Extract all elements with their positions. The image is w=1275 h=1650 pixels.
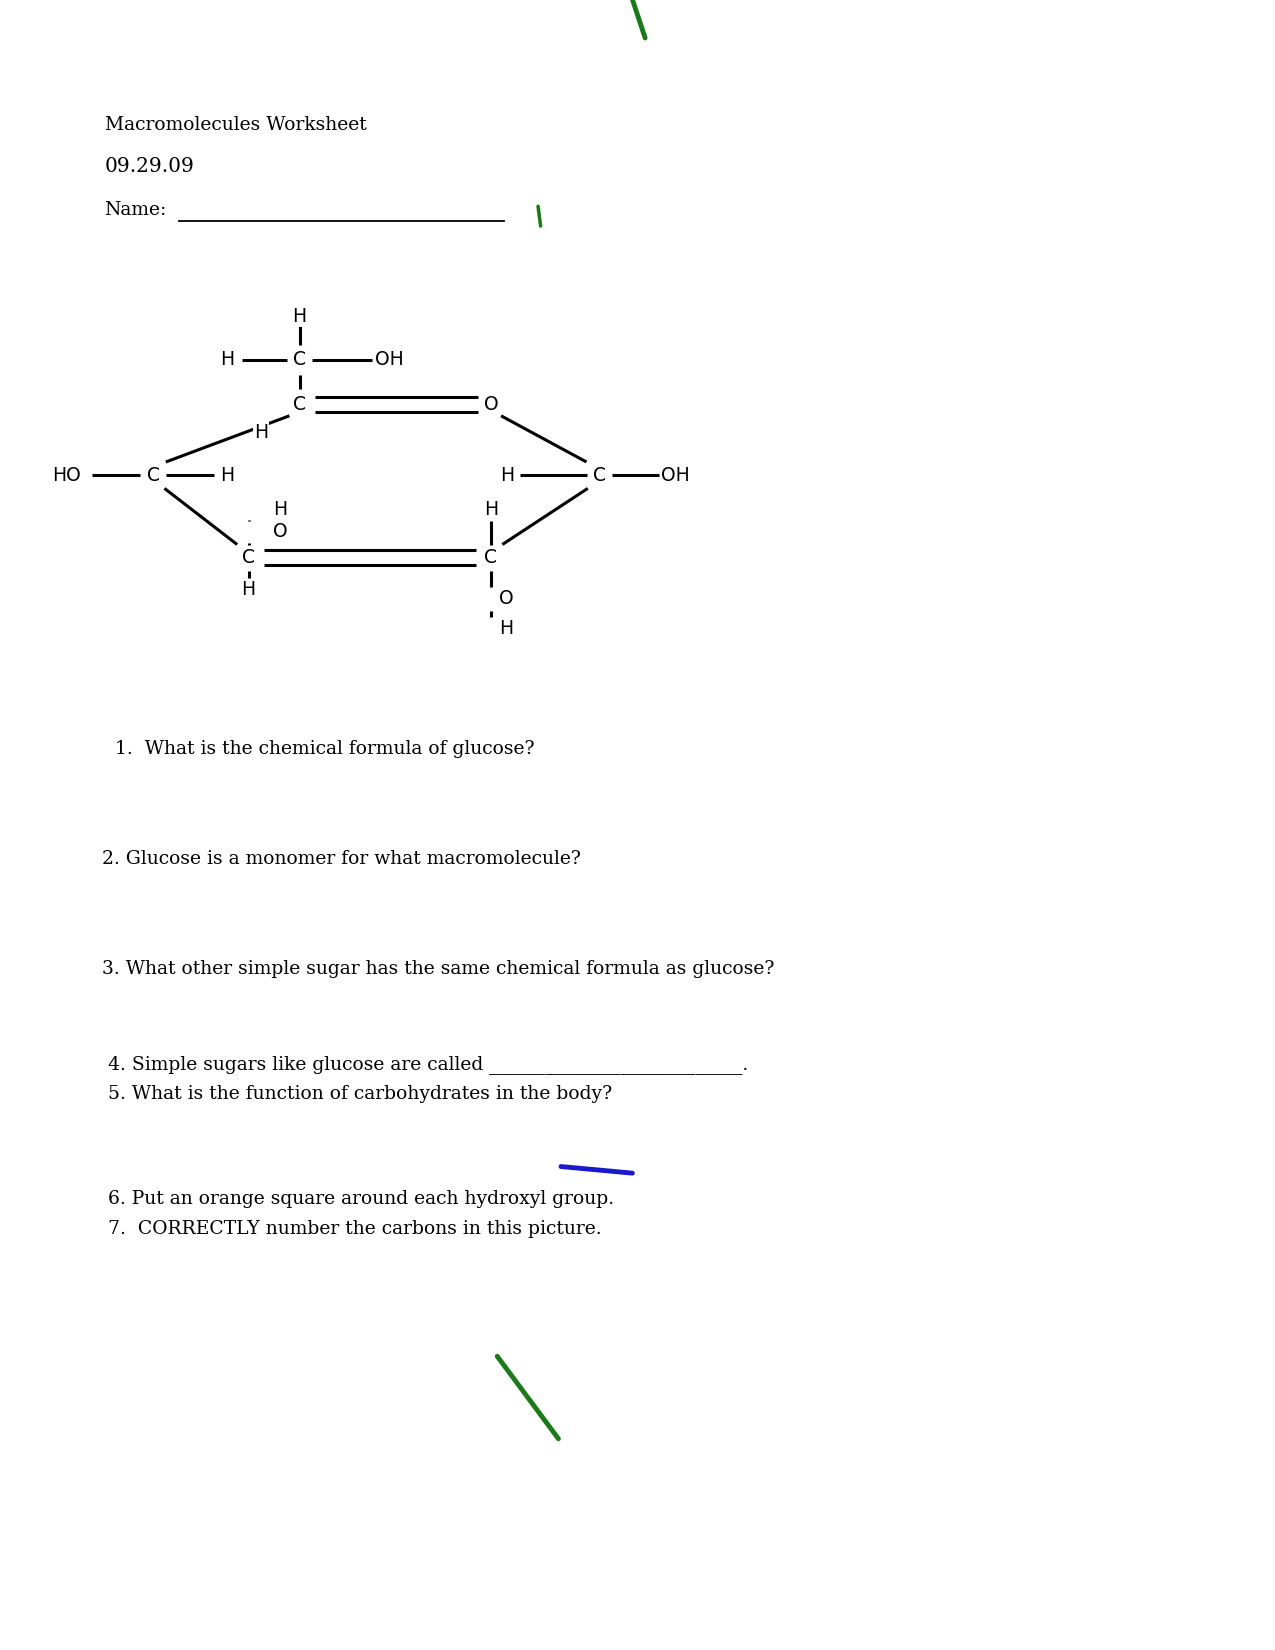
Text: H: H bbox=[273, 500, 288, 520]
Text: —: — bbox=[260, 351, 279, 368]
Text: O: O bbox=[499, 589, 514, 609]
Text: H: H bbox=[241, 579, 256, 599]
Text: 6. Put an orange square around each hydroxyl group.: 6. Put an orange square around each hydr… bbox=[108, 1190, 615, 1208]
Text: OH: OH bbox=[375, 350, 403, 370]
Text: C: C bbox=[293, 350, 306, 370]
Text: OH: OH bbox=[662, 465, 690, 485]
Text: HO: HO bbox=[52, 465, 80, 485]
Text: C: C bbox=[484, 548, 497, 568]
Text: —: — bbox=[185, 467, 203, 483]
Text: —: — bbox=[632, 467, 650, 483]
Text: H: H bbox=[292, 307, 307, 327]
Text: H: H bbox=[500, 465, 515, 485]
Text: —: — bbox=[116, 467, 134, 483]
Text: Macromolecules Worksheet: Macromolecules Worksheet bbox=[105, 116, 366, 134]
Text: C: C bbox=[242, 548, 255, 568]
Text: —: — bbox=[333, 351, 351, 368]
Text: O: O bbox=[273, 521, 288, 541]
Text: H: H bbox=[483, 500, 499, 520]
Text: H: H bbox=[499, 619, 514, 639]
Text: 1.  What is the chemical formula of glucose?: 1. What is the chemical formula of gluco… bbox=[115, 739, 534, 757]
Text: 4. Simple sugars like glucose are called ___________________________.: 4. Simple sugars like glucose are called… bbox=[108, 1054, 748, 1074]
Text: 7.  CORRECTLY number the carbons in this picture.: 7. CORRECTLY number the carbons in this … bbox=[108, 1219, 602, 1238]
Text: C: C bbox=[593, 465, 606, 485]
Text: —: — bbox=[541, 467, 558, 483]
Text: Name:: Name: bbox=[105, 201, 167, 219]
Text: O: O bbox=[483, 394, 499, 414]
Text: 5. What is the function of carbohydrates in the body?: 5. What is the function of carbohydrates… bbox=[108, 1086, 612, 1104]
Text: 3. What other simple sugar has the same chemical formula as glucose?: 3. What other simple sugar has the same … bbox=[102, 960, 774, 978]
Text: C: C bbox=[293, 394, 306, 414]
Text: 09.29.09: 09.29.09 bbox=[105, 157, 194, 177]
Text: H: H bbox=[219, 465, 235, 485]
Text: 2. Glucose is a monomer for what macromolecule?: 2. Glucose is a monomer for what macromo… bbox=[102, 850, 581, 868]
Text: H: H bbox=[254, 422, 269, 442]
Text: C: C bbox=[147, 465, 159, 485]
Text: H: H bbox=[219, 350, 235, 370]
